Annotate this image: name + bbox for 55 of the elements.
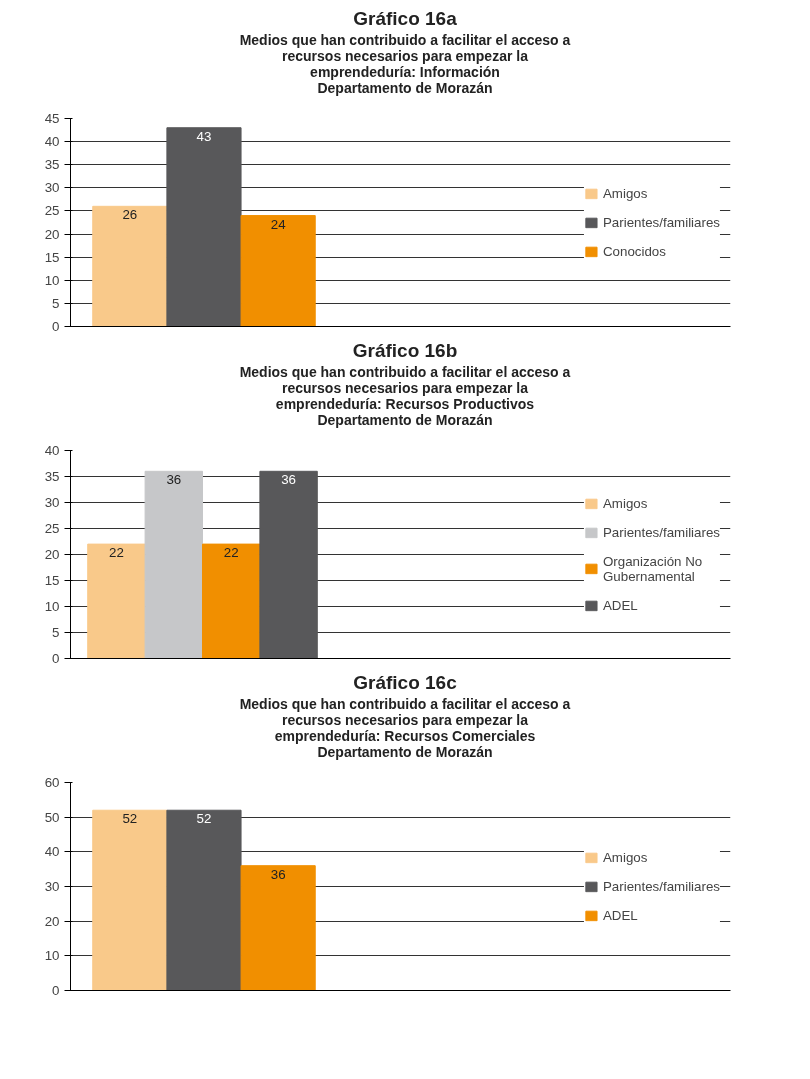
y-tick-label: 5 (52, 295, 60, 311)
data-label: 43 (196, 128, 212, 144)
data-label: 22 (223, 545, 239, 561)
y-tick-label: 20 (44, 226, 60, 242)
bar (166, 127, 242, 327)
y-tick-label: 20 (44, 913, 60, 929)
legend-label: ADEL (602, 597, 638, 613)
y-tick-label: 25 (44, 521, 60, 536)
y-tick-label: 15 (44, 249, 60, 265)
y-tick-label: 35 (44, 469, 60, 484)
y-tick-label: 10 (44, 272, 60, 288)
data-label: 52 (122, 811, 138, 827)
y-tick-label: 40 (44, 134, 60, 150)
y-tick-label: 35 (44, 157, 60, 173)
legend-label: Amigos (602, 849, 648, 865)
data-label: 36 (281, 472, 296, 488)
legend-label: Organización No Gubernamental (602, 553, 703, 584)
y-tick-label: 30 (44, 180, 60, 196)
y-tick-label: 50 (44, 809, 60, 825)
y-tick-label: 10 (44, 599, 60, 614)
y-tick-label: 5 (52, 625, 60, 640)
y-tick-label: 0 (52, 651, 60, 666)
data-label: 26 (122, 207, 138, 223)
legend-label: ADEL (602, 907, 638, 923)
text: Medios que han contribuido a facilitar el acceso a recursos necesarios para empezar la emprendeduría: Recursos Productivos Departamento de Morazán (238, 364, 572, 429)
legend-label: Conocidos (602, 243, 666, 259)
y-tick-label: 45 (44, 111, 60, 126)
y-tick-label: 20 (44, 547, 60, 562)
text: Gráfico 16c (352, 671, 458, 695)
text: Gráfico 16a (352, 7, 458, 31)
legend-label: Parientes/familiares (602, 214, 720, 230)
y-tick-label: 60 (44, 775, 60, 790)
text: Medios que han contribuido a facilitar el acceso a recursos necesarios para empezar la emprendeduría: Recursos Comerciales Departamento de Morazán (238, 696, 572, 761)
legend-label: Parientes/familiares (602, 524, 720, 540)
y-tick-label: 25 (44, 203, 60, 219)
data-label: 24 (270, 216, 287, 232)
y-tick-label: 0 (52, 319, 60, 334)
text: Medios que han contribuido a facilitar el acceso a recursos necesarios para empezar la emprendeduría: Información Departamento de Morazán (238, 32, 572, 97)
data-label: 52 (196, 811, 212, 827)
text: Gráfico 16b (351, 339, 459, 363)
y-tick-label: 15 (44, 573, 60, 588)
data-label: 36 (270, 866, 286, 882)
y-tick-label: 40 (44, 443, 60, 458)
y-tick-label: 10 (44, 948, 60, 964)
data-label: 36 (166, 472, 182, 488)
y-tick-label: 40 (44, 844, 60, 860)
bar (92, 205, 168, 327)
y-tick-label: 30 (44, 495, 60, 510)
data-label: 22 (109, 545, 124, 561)
legend-label: Parientes/familiares (602, 878, 720, 894)
legend-label: Amigos (602, 495, 648, 511)
bar (240, 215, 316, 327)
y-tick-label: 0 (52, 983, 60, 998)
legend-label: Amigos (602, 185, 648, 201)
y-tick-label: 30 (44, 879, 60, 894)
